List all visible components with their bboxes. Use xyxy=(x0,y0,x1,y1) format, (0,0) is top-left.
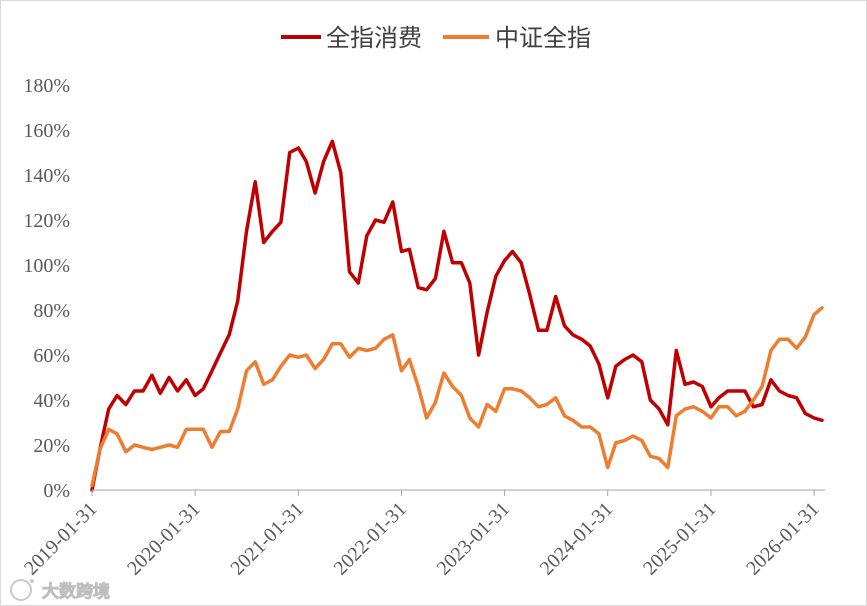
legend: 全指消费 中证全指 xyxy=(281,24,591,52)
series-line-1 xyxy=(90,139,824,492)
brand-logo-icon xyxy=(10,579,34,601)
legend-label-series-2: 中证全指 xyxy=(495,24,591,52)
series-line-2 xyxy=(90,306,824,488)
y-tick-label: 100% xyxy=(23,255,70,277)
plot-area xyxy=(90,139,824,492)
watermark: 大数跨境 xyxy=(10,579,110,602)
y-tick-label: 140% xyxy=(23,165,70,187)
watermark-text: 大数跨境 xyxy=(42,581,110,602)
y-tick-label: 20% xyxy=(33,435,70,457)
y-tick-label: 0% xyxy=(43,480,70,502)
y-axis: 0% 20% 40% 60% 80% 100% 120% 140% 160% 180% xyxy=(23,75,70,502)
y-tick-label: 40% xyxy=(33,390,70,412)
y-tick-label: 120% xyxy=(23,210,70,232)
y-tick-label: 80% xyxy=(33,300,70,322)
y-tick-label: 160% xyxy=(23,120,70,142)
y-tick-label: 180% xyxy=(23,75,70,97)
legend-label-series-1: 全指消费 xyxy=(326,24,422,52)
y-tick-label: 60% xyxy=(33,345,70,367)
